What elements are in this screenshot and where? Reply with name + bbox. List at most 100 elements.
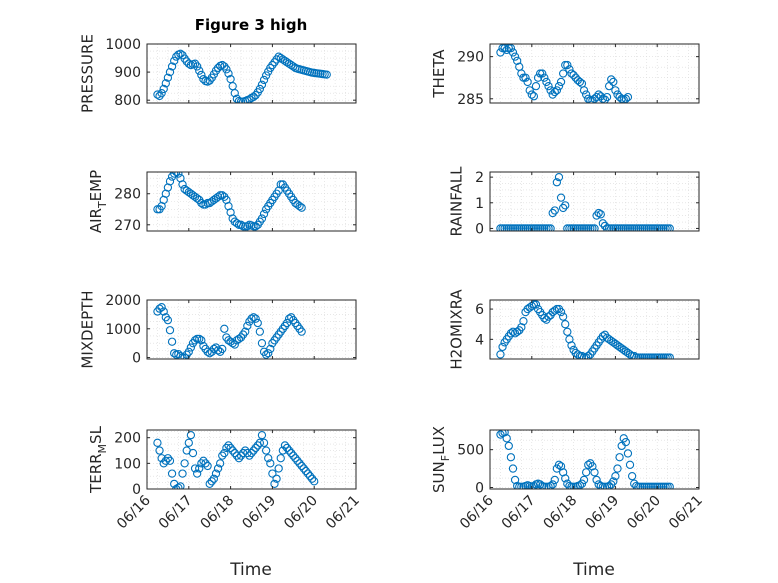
data-point: [556, 77, 566, 87]
data-point: [282, 58, 292, 67]
data-point: [550, 87, 559, 97]
data-point: [617, 224, 626, 231]
data-point: [193, 469, 202, 478]
data-point: [538, 69, 547, 78]
subplot-2: 285 290 THETA: [430, 43, 700, 108]
data-point: [186, 343, 196, 352]
x-axis-label-left: Time: [229, 560, 272, 580]
data-point: [531, 300, 541, 309]
data-point: [571, 73, 580, 82]
data-point: [211, 469, 221, 478]
data-point: [607, 75, 616, 84]
data-point: [502, 224, 511, 231]
data-point: [159, 307, 168, 316]
data-point: [565, 224, 574, 231]
data-point: [247, 448, 256, 458]
data-point: [205, 349, 214, 358]
axes-background: [490, 430, 699, 489]
data-point: [563, 327, 572, 336]
y-axis-label: THETA: [430, 49, 448, 99]
axes-box: [489, 299, 700, 360]
x-tick-label: 06/16: [457, 492, 497, 532]
data-point: [636, 482, 645, 489]
data-point: [565, 65, 574, 74]
data-point: [195, 464, 204, 473]
data-point: [282, 443, 292, 453]
data-point: [638, 482, 647, 489]
data-point: [220, 324, 229, 333]
data-point: [241, 327, 250, 336]
data-point: [559, 468, 568, 477]
data-point: [559, 312, 568, 321]
data-point: [261, 71, 271, 80]
data-point: [571, 224, 580, 231]
data-point: [165, 456, 175, 465]
data-point: [230, 89, 239, 98]
data-point: [573, 224, 582, 231]
data-point: [257, 80, 267, 89]
data-point: [556, 462, 566, 471]
data-point: [659, 482, 668, 489]
data-point: [602, 224, 612, 231]
data-point: [525, 86, 534, 95]
data-point: [561, 320, 570, 329]
data-point: [174, 483, 183, 489]
data-point: [257, 339, 267, 348]
data-point: [653, 353, 662, 359]
data-point: [630, 351, 639, 359]
data-point: [297, 203, 306, 212]
data-point: [234, 96, 244, 103]
data-point: [195, 66, 204, 75]
data-point: [623, 224, 633, 231]
series-points: [153, 303, 306, 359]
axes-box: [146, 429, 357, 490]
data-point: [247, 314, 256, 323]
data-point: [172, 172, 181, 177]
data-point: [305, 472, 315, 481]
data-point: [508, 464, 518, 473]
data-point: [655, 482, 664, 489]
data-point: [611, 471, 620, 481]
data-point: [243, 222, 252, 231]
data-point: [498, 342, 507, 352]
data-point: [249, 222, 258, 231]
data-point: [293, 456, 302, 465]
data-point: [176, 351, 185, 359]
data-point: [213, 192, 223, 201]
data-point: [600, 95, 610, 103]
data-point: [180, 459, 189, 468]
data-point: [581, 224, 591, 231]
data-point: [663, 482, 672, 489]
data-point: [310, 477, 319, 486]
data-point: [504, 224, 513, 231]
data-point: [322, 70, 331, 79]
data-point: [523, 77, 532, 87]
data-point: [556, 307, 566, 317]
data-point: [278, 55, 287, 64]
data-point: [598, 482, 608, 489]
data-point: [297, 461, 306, 471]
data-point: [280, 56, 290, 66]
data-point: [184, 347, 193, 356]
data-point: [299, 464, 308, 473]
data-point: [552, 178, 562, 187]
axes-box: [146, 43, 357, 104]
data-point: [513, 481, 522, 489]
data-point: [657, 224, 666, 231]
data-point: [184, 59, 193, 68]
data-point: [213, 63, 223, 73]
data-point: [657, 482, 666, 489]
data-point: [249, 92, 258, 101]
data-point: [498, 430, 507, 438]
data-point: [644, 224, 653, 231]
data-point: [584, 94, 593, 103]
data-point: [540, 73, 549, 82]
y-tick-label: 900: [114, 65, 141, 81]
data-point: [155, 304, 164, 313]
data-point: [533, 73, 543, 82]
x-tick-label: 06/20: [624, 493, 664, 533]
axes-box: [489, 429, 700, 490]
data-point: [561, 201, 570, 210]
y-axis-label: SUNFLUX: [430, 426, 452, 493]
data-point: [642, 482, 651, 489]
